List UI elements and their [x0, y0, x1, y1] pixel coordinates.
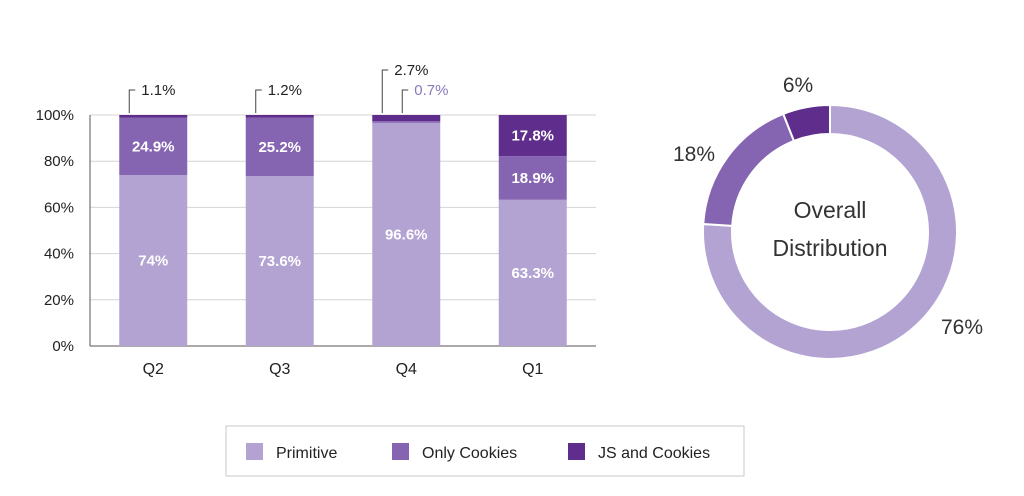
bar-group-q3: 73.6% 25.2% 1.2% [245, 82, 314, 346]
data-label: 73.6% [258, 253, 301, 270]
bar-group-q4: 96.6% 2.7% 0.7% [372, 62, 448, 346]
donut-label-js-and-cookies: 6% [783, 74, 813, 97]
legend-box [225, 425, 745, 477]
data-label: 18.9% [511, 170, 554, 187]
callout-js-and-cookies-q4: 2.7% [381, 62, 428, 113]
data-label: 24.9% [132, 138, 175, 155]
callout-js-and-cookies-q3: 1.2% [255, 82, 302, 113]
bar-only-cookies-q3 [245, 117, 314, 176]
bar-js-and-cookies-q1 [498, 115, 567, 157]
data-label: 96.6% [385, 226, 428, 243]
bar-primitive-q1 [498, 199, 567, 346]
legend-item-primitive: Primitive [246, 443, 337, 462]
stacked-bars: 74% 24.9% 1.1% 73.6% 25.2% 1.2% 96.6% 2.7% 0.7% 6… [119, 62, 567, 346]
donut-label-only-cookies: 18% [673, 143, 715, 166]
data-label: 1.2% [268, 82, 302, 99]
donut-slice-only-cookies [702, 112, 796, 227]
bar-only-cookies-q2 [119, 117, 188, 176]
legend-label: Primitive [276, 445, 337, 462]
legend: Primitive Only Cookies JS and Cookies [225, 425, 745, 477]
donut-chart: 76% 18% 6% Overall Distribution [673, 74, 983, 360]
donut-label-primitive: 76% [941, 316, 983, 339]
callout-js-and-cookies-q2: 1.1% [128, 82, 175, 113]
x-tick-label: Q3 [269, 361, 290, 378]
legend-item-js-and-cookies: JS and Cookies [568, 443, 710, 462]
data-label: 17.8% [511, 128, 554, 145]
callout-leader [255, 89, 262, 113]
x-tick-labels: Q2 Q3 Q4 Q1 [143, 361, 544, 378]
legend-label: JS and Cookies [598, 445, 710, 462]
bar-only-cookies-q4 [372, 121, 441, 123]
data-label: 25.2% [258, 139, 301, 156]
bar-js-and-cookies-q2 [119, 115, 188, 118]
callout-leader [401, 89, 409, 113]
y-tick-label: 40% [44, 246, 74, 263]
x-tick-label: Q2 [143, 361, 164, 378]
legend-swatch [392, 443, 409, 460]
donut-slice-js-and-cookies [781, 103, 831, 143]
y-tick-label: 0% [52, 338, 74, 355]
data-label: 2.7% [394, 62, 428, 79]
data-label: 0.7% [414, 82, 448, 99]
y-tick-labels: 0% 20% 40% 60% 80% 100% [36, 107, 74, 355]
y-tick-label: 100% [36, 107, 74, 124]
bar-primitive-q4 [372, 122, 441, 346]
bar-only-cookies-q1 [498, 156, 567, 200]
donut-center-label: Distribution [772, 235, 887, 261]
donut-slice-primitive [702, 103, 958, 360]
bar-group-q1: 63.3% 18.9% 17.8% [498, 115, 567, 346]
legend-swatch [568, 443, 585, 460]
callout-only-cookies-q4: 0.7% [401, 82, 448, 113]
callout-leader [381, 69, 389, 113]
callout-leader [128, 89, 136, 113]
x-tick-label: Q4 [396, 361, 417, 378]
data-label: 63.3% [511, 265, 554, 282]
bar-primitive-q3 [245, 175, 314, 346]
bar-primitive-q2 [119, 175, 188, 346]
y-tick-label: 20% [44, 292, 74, 309]
donut-center-label: Overall [794, 197, 867, 223]
legend-label: Only Cookies [422, 445, 517, 462]
legend-swatch [246, 443, 263, 460]
data-label: 74% [138, 253, 168, 270]
y-tick-label: 60% [44, 199, 74, 216]
data-label: 1.1% [141, 82, 175, 99]
bar-group-q2: 74% 24.9% 1.1% [119, 82, 188, 346]
y-tick-label: 80% [44, 153, 74, 170]
legend-item-only-cookies: Only Cookies [392, 443, 517, 462]
x-tick-label: Q1 [522, 361, 543, 378]
bar-js-and-cookies-q4 [372, 115, 441, 122]
bar-js-and-cookies-q3 [245, 115, 314, 118]
